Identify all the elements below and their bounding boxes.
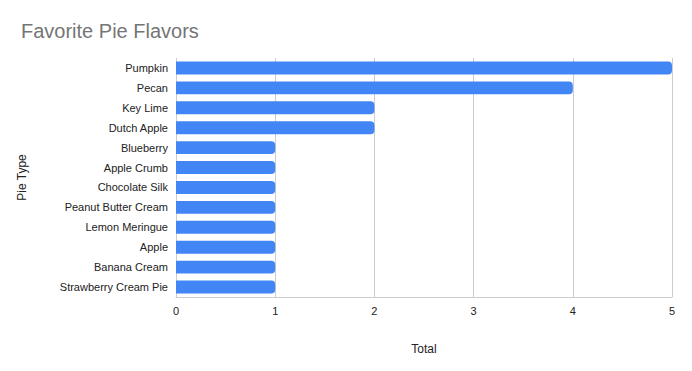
svg-text:Pie Type: Pie Type [15, 154, 29, 201]
svg-text:5: 5 [669, 305, 675, 317]
svg-text:Blueberry: Blueberry [121, 142, 169, 154]
svg-text:Key Lime: Key Lime [122, 102, 168, 114]
svg-text:Chocolate Silk: Chocolate Silk [98, 181, 169, 193]
svg-text:Lemon Meringue: Lemon Meringue [85, 221, 168, 233]
svg-text:Favorite Pie Flavors: Favorite Pie Flavors [21, 20, 199, 42]
svg-text:Apple Crumb: Apple Crumb [104, 162, 168, 174]
svg-text:Pecan: Pecan [137, 82, 168, 94]
svg-text:4: 4 [570, 305, 576, 317]
svg-text:3: 3 [471, 305, 477, 317]
svg-text:1: 1 [272, 305, 278, 317]
svg-text:Strawberry Cream Pie: Strawberry Cream Pie [60, 281, 168, 293]
svg-text:Apple: Apple [140, 241, 168, 253]
svg-text:Peanut Butter Cream: Peanut Butter Cream [65, 201, 168, 213]
svg-text:Dutch Apple: Dutch Apple [109, 122, 168, 134]
svg-text:Pumpkin: Pumpkin [125, 62, 168, 74]
svg-text:2: 2 [371, 305, 377, 317]
svg-text:Banana Cream: Banana Cream [94, 261, 168, 273]
svg-text:0: 0 [173, 305, 179, 317]
svg-text:Total: Total [411, 342, 436, 356]
